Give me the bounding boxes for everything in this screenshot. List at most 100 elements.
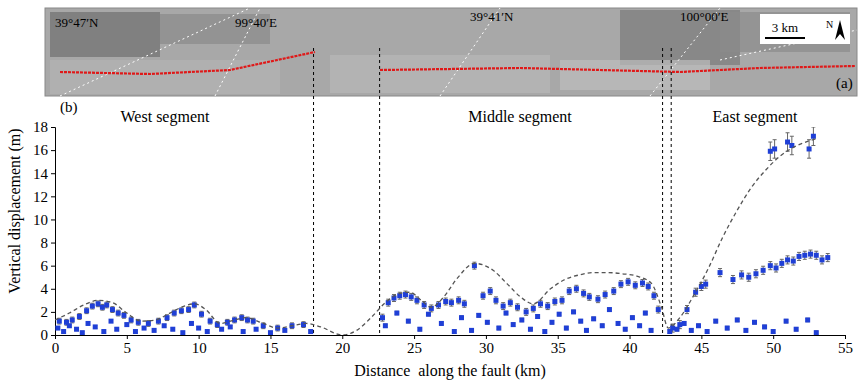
error-bar xyxy=(696,324,700,327)
data-point xyxy=(228,324,233,329)
data-point xyxy=(80,330,85,335)
error-bar-cap xyxy=(398,299,402,300)
error-bar xyxy=(640,280,644,287)
error-bar-cap xyxy=(773,139,777,140)
data-point xyxy=(409,294,414,299)
y-tick-label: 8 xyxy=(41,235,49,251)
error-bar-cap xyxy=(582,296,586,297)
error-bar xyxy=(668,330,672,333)
error-bar-cap xyxy=(574,292,578,293)
error-bar xyxy=(791,257,795,265)
error-bar xyxy=(485,321,489,324)
error-bar xyxy=(626,278,630,285)
error-bar-cap xyxy=(472,262,476,263)
data-point xyxy=(552,299,557,304)
error-bar xyxy=(582,290,586,297)
data-point xyxy=(74,327,79,332)
data-point xyxy=(746,275,751,280)
error-bar-cap xyxy=(774,272,778,273)
error-bar-cap xyxy=(704,288,708,289)
data-point xyxy=(493,298,498,303)
error-bar-cap xyxy=(704,280,708,281)
error-bar-cap xyxy=(740,270,744,271)
error-bar xyxy=(740,271,744,279)
error-bar-cap xyxy=(70,317,74,318)
data-point xyxy=(730,277,735,282)
data-point xyxy=(205,329,210,334)
data-point xyxy=(646,284,651,289)
map-strip xyxy=(45,8,857,96)
error-bar-cap xyxy=(538,307,542,308)
error-bar-cap xyxy=(587,293,591,294)
error-bar xyxy=(560,297,564,304)
error-bar xyxy=(790,136,794,154)
scale-label: 3 km xyxy=(772,20,798,35)
x-tick-label: 10 xyxy=(192,340,207,356)
error-bar-cap xyxy=(524,315,528,316)
figure: 39°47′N99°40′E39°41′N100°00′E3 kmN(a)051… xyxy=(0,0,865,382)
error-bar-cap xyxy=(508,299,512,300)
x-tick: 10 xyxy=(192,335,207,356)
data-point xyxy=(146,321,151,326)
error-bar-cap xyxy=(791,257,795,258)
data-point xyxy=(587,294,592,299)
error-bar xyxy=(462,300,466,307)
error-bar xyxy=(811,127,815,145)
error-bar-cap xyxy=(626,278,630,279)
y-tick-label: 0 xyxy=(41,327,49,343)
data-point xyxy=(768,149,773,154)
data-point xyxy=(705,329,710,334)
data-point xyxy=(196,326,201,331)
error-bar xyxy=(449,299,453,306)
error-bar-cap xyxy=(761,266,765,267)
x-tick-mark xyxy=(342,335,343,339)
data-point xyxy=(109,319,114,324)
data-point xyxy=(584,328,589,333)
error-bar-cap xyxy=(409,300,413,301)
error-bar xyxy=(122,312,126,318)
data-point xyxy=(268,330,273,335)
data-point xyxy=(449,300,454,305)
data-point xyxy=(752,320,757,325)
error-bar xyxy=(584,329,588,332)
error-bar-cap xyxy=(633,288,637,289)
error-bar xyxy=(603,291,607,298)
data-point xyxy=(61,329,66,334)
error-bar-cap xyxy=(261,328,265,329)
error-bar-cap xyxy=(501,309,505,310)
error-bar-cap xyxy=(501,302,505,303)
error-bar xyxy=(543,330,547,333)
error-bar-cap xyxy=(240,314,244,315)
error-bar-cap xyxy=(116,315,120,316)
data-point xyxy=(753,271,758,276)
error-bar-cap xyxy=(392,301,396,302)
x-tick: 20 xyxy=(335,335,350,356)
x-tick-label: 55 xyxy=(838,340,853,356)
error-bar xyxy=(768,142,772,160)
segment-boundary xyxy=(671,48,672,335)
error-bar-cap xyxy=(70,322,74,323)
error-bar-cap xyxy=(780,267,784,268)
x-tick: 55 xyxy=(838,335,853,356)
error-bar-cap xyxy=(64,319,68,320)
data-point xyxy=(70,317,75,322)
error-bar-cap xyxy=(90,309,94,310)
data-point xyxy=(406,319,411,324)
data-point xyxy=(682,321,687,326)
error-bar xyxy=(538,300,542,307)
error-bar xyxy=(146,321,150,327)
data-point xyxy=(557,312,562,317)
error-bar-cap xyxy=(814,259,818,260)
error-bar-cap xyxy=(633,281,637,282)
data-point xyxy=(779,261,784,266)
x-tick: 5 xyxy=(124,335,131,356)
y-tick-mark xyxy=(51,196,55,197)
data-point xyxy=(761,268,766,273)
x-tick-label: 15 xyxy=(263,340,278,356)
error-bar-cap xyxy=(790,154,794,155)
error-bar xyxy=(780,259,784,267)
data-point xyxy=(807,146,812,151)
error-bar-cap xyxy=(546,302,550,303)
error-bar-cap xyxy=(172,315,176,316)
error-bar xyxy=(172,310,176,316)
